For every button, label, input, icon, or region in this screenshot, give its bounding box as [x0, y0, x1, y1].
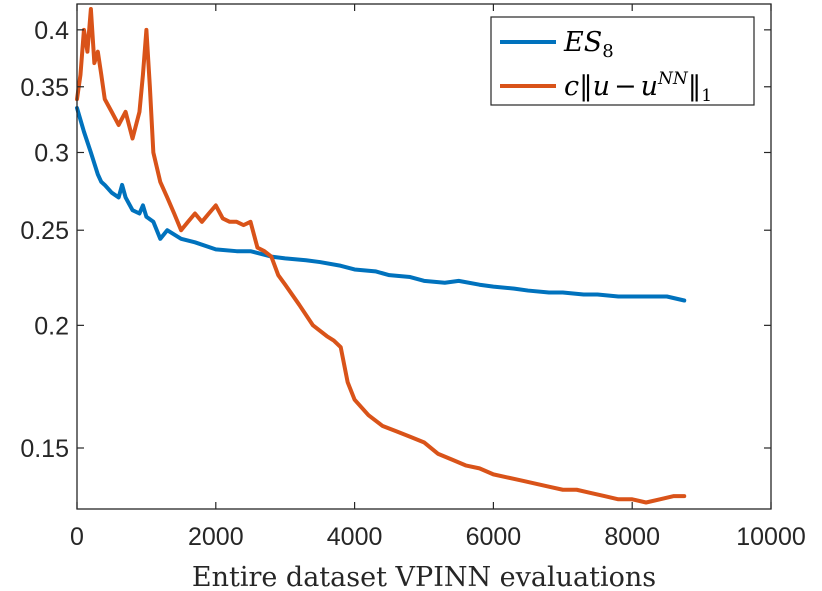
x-tick-label: 0 [70, 523, 84, 551]
legend-u: u [593, 71, 610, 102]
legend-u2: u [641, 71, 658, 102]
y-tick-label: 0.25 [20, 217, 69, 245]
x-tick-label: 8000 [604, 523, 660, 551]
legend-c: c [564, 71, 579, 102]
y-tick-label: 0.35 [20, 74, 69, 102]
legend-norm-close: ‖ [688, 71, 702, 102]
legend-minus: − [614, 71, 637, 102]
y-tick-label: 0.4 [34, 17, 69, 45]
legend-es-sub: 8 [602, 41, 613, 62]
plot-frame [76, 3, 772, 510]
legend: ES8 c‖u − uNN‖1 [490, 16, 755, 106]
x-tick-label: 6000 [466, 523, 522, 551]
x-tick-label: 10000 [736, 523, 806, 551]
y-tick-label: 0.15 [20, 435, 69, 463]
x-axis-title: Entire dataset VPINN evaluations [192, 562, 656, 591]
series-line-error [75, 7, 687, 505]
legend-box [490, 16, 755, 106]
y-tick-label: 0.2 [34, 312, 69, 340]
legend-sup: NN [657, 69, 689, 89]
legend-norm-sub: 1 [701, 86, 712, 106]
ticks-layer: 0 2000 4000 6000 8000 10000 0.15 0.2 0.25 0.3 0.35… [20, 4, 806, 551]
y-tick-label: 0.3 [34, 139, 69, 167]
series-layer [75, 7, 687, 505]
x-tick-label: 2000 [188, 523, 244, 551]
legend-label-es8: ES8 [563, 27, 614, 62]
series-line-es8 [75, 106, 687, 303]
x-tick-label: 4000 [327, 523, 383, 551]
legend-norm-open: ‖ [579, 71, 593, 102]
legend-label-error: c‖u − uNN‖1 [564, 69, 712, 106]
legend-es-main: ES [563, 27, 602, 58]
